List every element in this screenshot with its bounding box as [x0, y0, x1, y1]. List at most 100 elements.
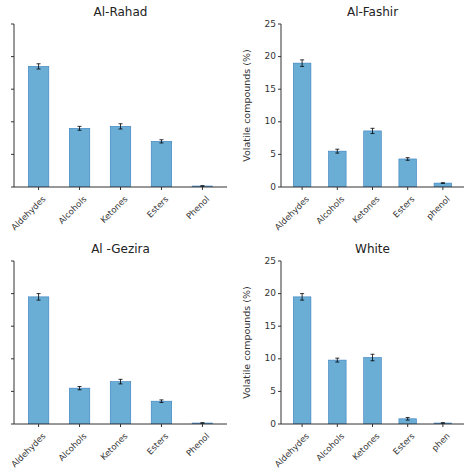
x-tick: [442, 424, 443, 427]
error-bar: [78, 387, 82, 390]
error-bar: [78, 126, 82, 130]
x-tick: [202, 187, 203, 190]
y-tick: [278, 391, 281, 392]
x-tick: [38, 187, 39, 190]
y-tick: [11, 89, 14, 90]
y-tick-label: 20: [265, 51, 277, 61]
x-tick-label: Ketones: [350, 430, 381, 461]
bar: [28, 297, 48, 424]
bar: [293, 297, 311, 424]
y-tick-label: 25: [265, 256, 276, 266]
bar: [151, 401, 171, 424]
x-tick-label: Alcohols: [56, 193, 89, 226]
y-tick-label: 15: [265, 321, 276, 331]
y-tick-label: 0: [270, 182, 276, 192]
y-tick: [11, 56, 14, 57]
y-tick: [11, 391, 14, 392]
title: Al -Gezira: [91, 242, 150, 256]
x-tick: [407, 187, 408, 190]
y-tick: [11, 187, 14, 188]
y-tick: [278, 358, 281, 359]
x-tick: [337, 187, 338, 190]
figure: AldehydesAlcoholsKetonesEstersPhenolAl-R…: [0, 0, 474, 474]
x-tick: [161, 187, 162, 190]
x-tick-label: Alcohols: [314, 193, 347, 226]
y-tick-label: 25: [265, 19, 276, 29]
y-tick: [11, 326, 14, 327]
x-tick: [337, 424, 338, 427]
y-tick-label: 10: [265, 116, 277, 126]
bars: [28, 294, 212, 424]
y-tick: [278, 24, 281, 25]
x-tick-label: Ketones: [98, 193, 129, 224]
title: Al-Rahad: [94, 5, 148, 19]
y-tick: [278, 154, 281, 155]
x-tick: [302, 187, 303, 190]
bar: [364, 131, 382, 187]
error-bar: [300, 60, 304, 67]
y-tick: [278, 293, 281, 294]
x-tick-label: Aldehydes: [273, 193, 312, 232]
y-axis-label: Volatile compounds (%): [241, 49, 252, 162]
y-tick-label: 5: [270, 149, 276, 159]
bar: [293, 63, 311, 187]
bars: [293, 294, 451, 424]
error-bar: [335, 358, 339, 362]
error-bar: [371, 354, 375, 361]
error-bar: [335, 149, 339, 153]
x-tick-label: Aldehydes: [9, 430, 48, 469]
subplot: 0510152025AldehydesAlcoholsKetonesEsters…: [241, 242, 465, 469]
error-bar: [441, 182, 445, 184]
x-tick-label: Esters: [391, 430, 417, 456]
bar: [69, 388, 89, 424]
title: White: [355, 242, 390, 256]
title: Al-Fashir: [347, 5, 398, 19]
y-tick-label: 5: [270, 386, 276, 396]
y-tick: [278, 424, 281, 425]
x-tick: [79, 424, 80, 427]
x-tick: [372, 187, 373, 190]
x-tick: [38, 424, 39, 427]
bar: [28, 66, 48, 187]
y-tick: [11, 154, 14, 155]
x-tick: [302, 424, 303, 427]
subplot: AldehydesAlcoholsKetonesEstersPhenolAl -…: [9, 242, 227, 469]
error-bar: [119, 124, 123, 129]
y-tick: [11, 358, 14, 359]
y-tick-label: 0: [270, 419, 276, 429]
y-tick: [278, 261, 281, 262]
bar: [110, 382, 130, 424]
x-tick-label: Alcohols: [56, 430, 89, 463]
error-bar: [37, 294, 41, 301]
y-tick: [278, 89, 281, 90]
error-bar: [300, 294, 304, 301]
y-axis-line: [281, 261, 282, 424]
x-tick: [79, 187, 80, 190]
error-bar: [371, 128, 375, 133]
y-axis-label: Volatile compounds (%): [241, 286, 252, 399]
y-tick: [278, 326, 281, 327]
x-tick: [442, 187, 443, 190]
y-tick-label: 10: [265, 353, 277, 363]
subplot: 0510152025AldehydesAlcoholsKetonesEsters…: [241, 5, 465, 232]
error-bar: [37, 64, 41, 69]
y-tick: [278, 187, 281, 188]
x-tick: [407, 424, 408, 427]
x-tick-label: Esters: [145, 193, 171, 219]
bar: [329, 360, 347, 424]
y-tick: [11, 261, 14, 262]
x-tick-label: Phenol: [184, 194, 211, 221]
x-tick-label: Esters: [145, 430, 171, 456]
x-tick: [372, 424, 373, 427]
x-tick-label: Aldehydes: [9, 193, 48, 232]
x-tick: [202, 424, 203, 427]
x-tick-label: phenol: [424, 194, 452, 222]
error-bar: [119, 379, 123, 384]
x-tick: [120, 424, 121, 427]
y-tick: [11, 424, 14, 425]
error-bar: [159, 140, 163, 143]
y-tick-label: 20: [265, 288, 277, 298]
bar: [110, 126, 130, 187]
x-tick-label: Ketones: [98, 430, 129, 461]
bar: [69, 128, 89, 187]
